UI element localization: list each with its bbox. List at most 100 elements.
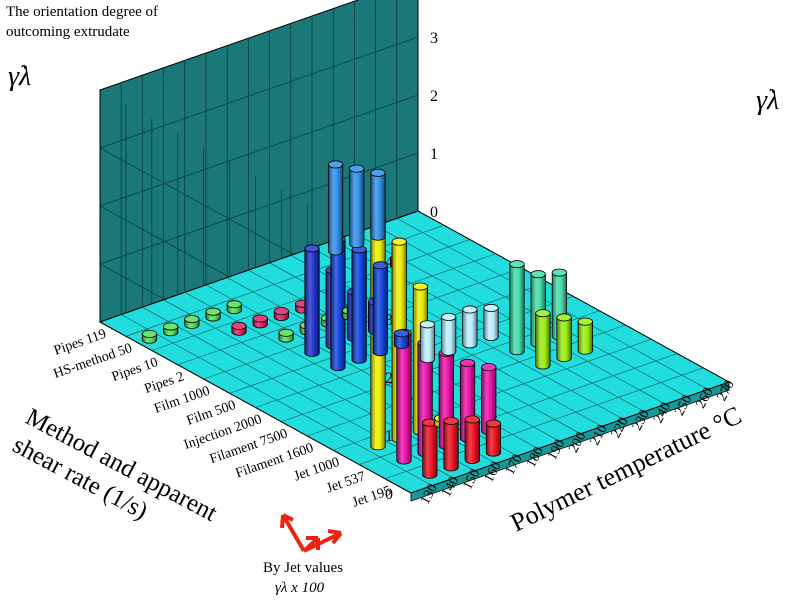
z-tick-left: 2	[385, 370, 393, 387]
bar-top	[483, 303, 499, 312]
bar	[349, 164, 365, 248]
floor-gridline	[121, 314, 433, 486]
bar	[163, 322, 179, 337]
bar-top	[278, 328, 294, 337]
bar-top	[462, 305, 478, 314]
bar	[184, 315, 200, 329]
bar-body	[372, 264, 388, 357]
z-axis-symbol-right: γ̇λ	[756, 85, 779, 116]
bar-body	[509, 263, 525, 356]
bar	[327, 160, 344, 256]
bar	[393, 329, 410, 349]
bar-body	[441, 316, 457, 356]
bar-body	[304, 248, 320, 357]
bar-top	[226, 300, 242, 309]
bar-top	[551, 268, 567, 277]
bar	[485, 419, 502, 457]
bar-top	[252, 314, 268, 323]
bar-body	[393, 332, 410, 349]
floor-gridline	[125, 224, 445, 337]
z-tick-right: 1	[430, 146, 438, 163]
bar-body	[370, 172, 386, 241]
bar-top	[556, 313, 572, 322]
z-tick-right: 2	[430, 88, 438, 105]
bar-body	[577, 321, 593, 355]
bar	[509, 260, 525, 356]
bar-body	[351, 249, 367, 364]
z-tick-left: 1	[385, 428, 393, 445]
bar-body	[327, 164, 344, 256]
floor-gridline	[359, 353, 678, 465]
bar-top	[391, 237, 407, 246]
bar-body	[443, 420, 459, 472]
bar-top	[393, 329, 410, 338]
bar-body	[485, 423, 502, 457]
bar	[330, 235, 346, 372]
bar-cylinders	[141, 160, 593, 479]
bar	[141, 329, 158, 344]
bar-top	[441, 312, 457, 321]
bar	[273, 307, 289, 321]
bar-top	[481, 363, 497, 372]
bar-top	[163, 322, 179, 331]
bar	[441, 312, 457, 356]
z-tick-left: 4	[385, 254, 393, 271]
bar-body	[349, 168, 365, 248]
direction-arrow-icon	[280, 513, 343, 553]
bar	[535, 309, 551, 370]
bar	[577, 317, 593, 355]
bar	[370, 168, 386, 241]
bar	[231, 321, 247, 336]
bar-top	[205, 307, 221, 316]
bar	[226, 300, 242, 315]
bar-top	[231, 321, 247, 330]
z-tick-left: 0	[385, 486, 393, 503]
bar-top	[459, 358, 476, 367]
bar-top	[372, 261, 388, 270]
bar	[351, 245, 367, 364]
bar	[422, 418, 438, 479]
chart-title-line-1: The orientation degree of	[6, 4, 158, 20]
bar-body	[464, 418, 480, 464]
bar	[443, 416, 459, 472]
bar	[396, 328, 412, 465]
bar	[304, 244, 320, 357]
z-tick-right: 3	[430, 30, 438, 47]
bar-body	[556, 317, 572, 362]
bar-body	[419, 323, 436, 364]
bar-body	[462, 309, 478, 349]
note-line-2: γλ x 100	[275, 580, 325, 596]
bar-top	[530, 270, 546, 279]
bar	[556, 313, 572, 362]
bar-top	[370, 168, 386, 177]
bar-body	[396, 332, 412, 465]
z-tick-left: 3	[385, 312, 393, 329]
floor-gridline	[384, 367, 704, 480]
bar-body	[535, 312, 551, 370]
bar-top	[327, 160, 344, 169]
chart-title-line-2: outcoming extrudate	[6, 24, 130, 40]
bar-top	[419, 320, 436, 329]
method-tick-label: Jet 195	[351, 483, 394, 510]
floor-gridline	[229, 281, 548, 394]
bar-top	[577, 317, 593, 326]
bar-top	[273, 307, 289, 316]
bar-top	[443, 416, 459, 425]
bar-top	[509, 260, 525, 269]
bar	[483, 303, 499, 341]
bar-top	[141, 329, 158, 338]
z-tick-right: 0	[430, 204, 438, 221]
bar-top	[184, 315, 200, 324]
bar-top	[535, 309, 551, 318]
bar	[252, 314, 268, 329]
bar-top	[349, 164, 365, 173]
bar	[462, 305, 478, 349]
bar	[205, 307, 221, 322]
bar	[419, 320, 436, 364]
bar-body	[483, 307, 499, 341]
bar-top	[412, 282, 429, 291]
bar	[464, 415, 480, 464]
note-line-1: By Jet values	[263, 560, 343, 576]
bar-body	[422, 422, 438, 479]
